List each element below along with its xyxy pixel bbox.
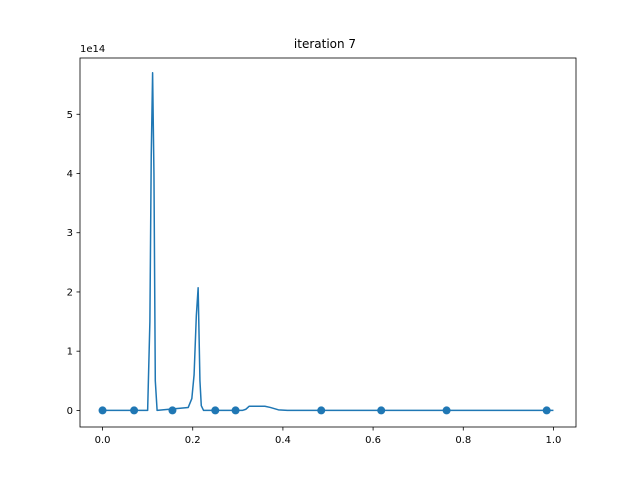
data-point [377,406,386,415]
data-point [211,406,220,415]
data-point [442,406,451,415]
x-tick-label: 0.8 [455,435,471,446]
series-line [102,72,554,412]
data-point [542,406,551,415]
axes-frame [79,57,577,428]
data-point [168,406,177,415]
y-tick-label: 2 [67,287,73,298]
x-tick-label: 1.0 [546,435,562,446]
y-tick-label: 0 [67,406,73,417]
y-offset-label: 1e14 [80,44,105,55]
data-point [317,406,326,415]
x-tick-label: 0.6 [365,435,381,446]
y-tick-label: 1 [67,347,73,358]
y-tick-label: 4 [67,169,73,180]
data-point [130,406,139,415]
x-tick-label: 0.2 [185,435,201,446]
chart-title: iteration 7 [294,37,356,51]
x-tick-label: 0.0 [95,435,111,446]
data-point [231,406,240,415]
data-point [98,406,107,415]
x-tick-label: 0.4 [275,435,291,446]
y-tick-label: 5 [67,110,73,121]
y-tick-label: 3 [67,228,73,239]
